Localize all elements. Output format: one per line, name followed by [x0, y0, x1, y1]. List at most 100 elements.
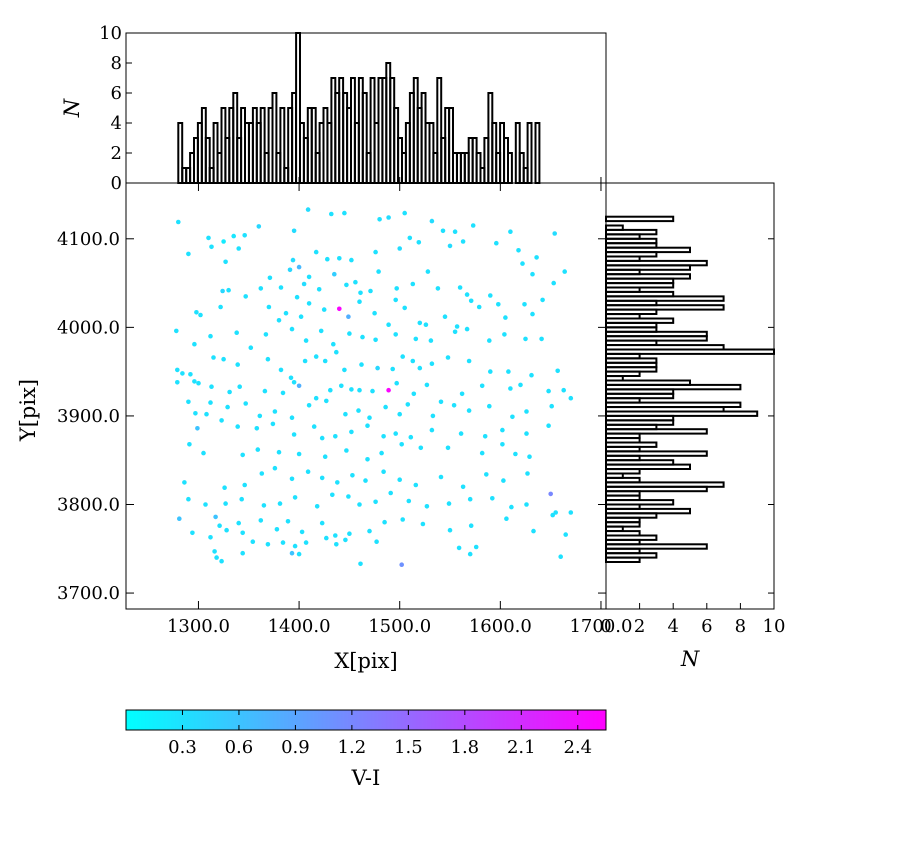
- scatter-point: [321, 307, 327, 312]
- scatter-point: [194, 310, 199, 315]
- scatter-point: [529, 372, 534, 378]
- scatter-point: [413, 336, 419, 342]
- scatter-point: [250, 539, 256, 544]
- scatter-point: [558, 554, 563, 559]
- scatter-point: [342, 210, 347, 216]
- top-histogram-tick-label: 4: [111, 113, 122, 134]
- scatter-point: [296, 451, 302, 457]
- colorbar-tick-label: 2.4: [563, 737, 592, 758]
- scatter-point: [324, 398, 329, 404]
- scatter-point: [353, 279, 358, 285]
- scatter-point: [454, 324, 460, 329]
- scatter-point: [373, 249, 378, 255]
- scatter-point: [240, 530, 245, 536]
- right-histogram-bar: [605, 224, 624, 231]
- scatter-point: [339, 383, 344, 389]
- scatter-x-ticks: 1300.0 1400.0 1500.0 1600.0 1700.0: [167, 183, 632, 637]
- colorbar-label: V-I: [351, 766, 381, 790]
- scatter-point: [397, 411, 403, 417]
- scatter-point: [468, 298, 474, 304]
- scatter-point: [438, 474, 444, 480]
- top-histogram-bar: [526, 122, 533, 184]
- scatter-point: [343, 537, 348, 543]
- scatter-point: [393, 297, 399, 303]
- x-tick-label: 1600.0: [469, 616, 532, 637]
- scatter-point: [223, 501, 228, 506]
- scatter-point: [376, 269, 381, 274]
- scatter-point: [365, 423, 370, 429]
- scatter-point: [503, 315, 508, 320]
- scatter-point: [296, 383, 302, 389]
- scatter-point: [291, 228, 297, 234]
- scatter-point: [306, 274, 312, 280]
- scatter-point: [256, 224, 262, 229]
- scatter-point: [518, 382, 523, 388]
- scatter-point: [402, 210, 408, 216]
- scatter-point: [372, 310, 377, 316]
- scatter-point: [331, 341, 336, 347]
- scatter-point: [393, 431, 399, 436]
- scatter-point: [221, 356, 226, 362]
- scatter-point: [175, 380, 180, 385]
- top-histogram: 0 2 4 6 8 10 N: [60, 23, 607, 194]
- scatter-point: [367, 528, 372, 534]
- colorbar-tick-label: 1.2: [338, 737, 367, 758]
- scatter-point: [358, 290, 363, 296]
- top-histogram-y-ticks: 0 2 4 6 8 10: [99, 23, 602, 194]
- scatter-point: [305, 469, 311, 475]
- scatter-point: [322, 454, 328, 460]
- scatter-point: [429, 361, 435, 367]
- colorbar-tick-label: 0.9: [281, 737, 310, 758]
- top-histogram-tick-label: 8: [111, 53, 122, 74]
- scatter-point: [520, 261, 525, 266]
- scatter-point: [487, 403, 492, 409]
- scatter-point: [424, 504, 430, 509]
- scatter-point: [243, 294, 248, 299]
- scatter-point: [508, 386, 513, 391]
- scatter-point: [257, 413, 263, 419]
- scatter-point: [527, 454, 532, 460]
- right-histogram-bars: [605, 215, 775, 563]
- scatter-point: [218, 304, 223, 310]
- scatter-point: [258, 518, 264, 523]
- scatter-point: [393, 332, 399, 337]
- scatter-point: [484, 472, 489, 477]
- scatter-point: [408, 434, 414, 440]
- scatter-point: [373, 499, 378, 505]
- scatter-point: [400, 517, 406, 522]
- scatter-point: [424, 382, 430, 388]
- scatter-point: [549, 403, 554, 409]
- scatter-point: [397, 477, 403, 483]
- scatter-point: [292, 543, 298, 549]
- scatter-point: [306, 403, 312, 408]
- scatter-point: [447, 243, 453, 249]
- scatter-point: [313, 354, 319, 359]
- scatter-point: [551, 280, 556, 286]
- scatter-point: [319, 475, 325, 481]
- scatter-point: [420, 521, 426, 527]
- scatter-point: [407, 235, 413, 241]
- scatter-point: [540, 297, 545, 303]
- top-histogram-tick-label: 0: [111, 173, 122, 194]
- scatter-point: [399, 442, 405, 447]
- scatter-point: [192, 379, 197, 384]
- scatter-point: [440, 228, 446, 234]
- scatter-point: [287, 267, 293, 273]
- scatter-point: [333, 533, 338, 538]
- scatter-point: [458, 431, 464, 436]
- scatter-point: [438, 399, 444, 405]
- scatter-point: [552, 231, 557, 236]
- scatter-point: [190, 530, 195, 536]
- scatter-point: [350, 473, 355, 478]
- scatter-point: [258, 286, 264, 291]
- scatter-point: [553, 510, 558, 515]
- scatter-point: [568, 395, 574, 401]
- scatter-point: [291, 432, 297, 437]
- scatter-point: [555, 368, 560, 374]
- scatter-point: [208, 535, 213, 540]
- scatter-point: [335, 480, 340, 485]
- scatter-point: [464, 326, 470, 332]
- scatter-point: [423, 322, 429, 328]
- scatter-point: [429, 427, 435, 433]
- scatter-point: [311, 424, 317, 429]
